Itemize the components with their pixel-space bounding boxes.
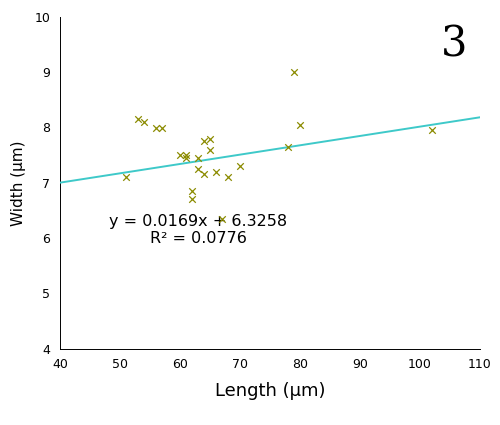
- Point: [428, 127, 436, 134]
- Point: [236, 163, 244, 170]
- Point: [176, 152, 184, 159]
- Y-axis label: Width (μm): Width (μm): [11, 140, 26, 226]
- Point: [182, 152, 190, 159]
- Point: [200, 138, 208, 145]
- Point: [122, 174, 130, 181]
- Point: [182, 155, 190, 162]
- Point: [194, 166, 202, 173]
- Point: [296, 122, 304, 128]
- Point: [200, 171, 208, 178]
- Point: [152, 124, 160, 131]
- Text: y = 0.0169x + 6.3258
R² = 0.0776: y = 0.0169x + 6.3258 R² = 0.0776: [109, 214, 287, 246]
- Point: [188, 188, 196, 195]
- Point: [188, 196, 196, 203]
- Point: [140, 119, 148, 125]
- Point: [134, 116, 142, 122]
- Point: [194, 155, 202, 162]
- Point: [224, 174, 232, 181]
- Point: [158, 124, 166, 131]
- Point: [284, 144, 292, 150]
- X-axis label: Length (μm): Length (μm): [215, 382, 325, 400]
- Point: [206, 135, 214, 142]
- Point: [290, 69, 298, 76]
- Point: [218, 215, 226, 222]
- Point: [206, 146, 214, 153]
- Text: 3: 3: [441, 24, 468, 65]
- Point: [212, 168, 220, 175]
